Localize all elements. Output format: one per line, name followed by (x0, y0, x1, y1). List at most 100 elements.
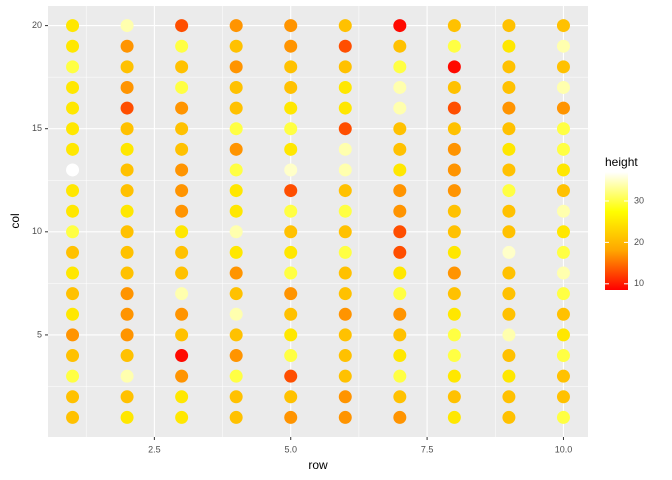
point (556, 266, 570, 280)
point (120, 245, 134, 259)
point (393, 101, 407, 115)
point (556, 245, 570, 259)
point (447, 287, 461, 301)
point (447, 204, 461, 218)
point (393, 19, 407, 33)
point (229, 142, 243, 156)
point (120, 369, 134, 383)
y-tick-label: 10 (32, 226, 42, 236)
point (229, 101, 243, 115)
point (393, 307, 407, 321)
x-axis-title: row (308, 458, 328, 472)
point (175, 225, 189, 239)
point (556, 19, 570, 33)
point (284, 184, 298, 198)
point (120, 142, 134, 156)
point (447, 307, 461, 321)
point (556, 39, 570, 53)
point (502, 410, 516, 424)
point (556, 369, 570, 383)
point (556, 410, 570, 424)
point (175, 163, 189, 177)
point (393, 39, 407, 53)
point (229, 204, 243, 218)
point (338, 163, 352, 177)
point (556, 122, 570, 136)
point (175, 266, 189, 280)
point (284, 39, 298, 53)
point (175, 101, 189, 115)
point (502, 163, 516, 177)
point (556, 287, 570, 301)
x-tick-label: 5.0 (284, 444, 297, 454)
legend-title: height (605, 155, 638, 169)
point (502, 80, 516, 94)
point (502, 101, 516, 115)
point (556, 307, 570, 321)
point (229, 225, 243, 239)
point (502, 266, 516, 280)
point (393, 245, 407, 259)
point (447, 390, 461, 404)
point (338, 245, 352, 259)
point (393, 349, 407, 363)
point (502, 142, 516, 156)
point (556, 163, 570, 177)
point (120, 19, 134, 33)
point (66, 101, 80, 115)
legend-tick-label: 20 (634, 237, 644, 247)
point (284, 80, 298, 94)
point (120, 287, 134, 301)
point (338, 328, 352, 342)
point (447, 410, 461, 424)
point (556, 328, 570, 342)
point (338, 101, 352, 115)
panel (48, 6, 588, 437)
point (338, 39, 352, 53)
point (66, 163, 80, 177)
point (338, 80, 352, 94)
point (393, 163, 407, 177)
point (229, 39, 243, 53)
point (284, 163, 298, 177)
point (120, 204, 134, 218)
point (66, 19, 80, 33)
point (338, 184, 352, 198)
point (229, 80, 243, 94)
point (502, 204, 516, 218)
point (175, 287, 189, 301)
point (284, 349, 298, 363)
point (120, 266, 134, 280)
point (120, 163, 134, 177)
point (229, 163, 243, 177)
point (393, 225, 407, 239)
point (66, 369, 80, 383)
point (502, 307, 516, 321)
point (229, 390, 243, 404)
point (120, 349, 134, 363)
point (175, 245, 189, 259)
point (338, 287, 352, 301)
point (447, 80, 461, 94)
point (175, 80, 189, 94)
point (447, 245, 461, 259)
point (120, 410, 134, 424)
point (447, 369, 461, 383)
legend-tick-label: 30 (634, 195, 644, 205)
point (502, 122, 516, 136)
point (66, 287, 80, 301)
x-tick-label: 7.5 (421, 444, 434, 454)
y-axis-title: col (8, 213, 22, 228)
point (66, 245, 80, 259)
point (393, 184, 407, 198)
point (284, 245, 298, 259)
point (175, 60, 189, 74)
x-tick-label: 2.5 (148, 444, 161, 454)
point (175, 410, 189, 424)
point (393, 80, 407, 94)
point (229, 19, 243, 33)
point (175, 328, 189, 342)
point (447, 19, 461, 33)
point (175, 142, 189, 156)
point (66, 184, 80, 198)
